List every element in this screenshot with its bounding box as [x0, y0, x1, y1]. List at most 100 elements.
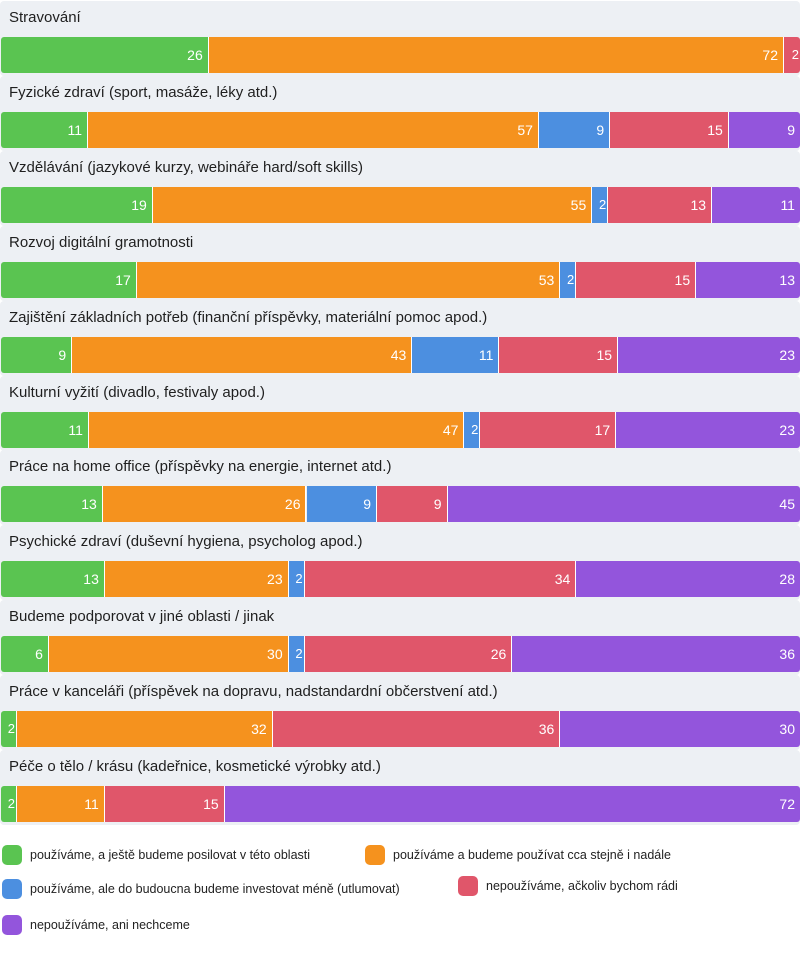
bar-segment: 13 — [1, 486, 103, 523]
legend-item: používáme, ale do budoucna budeme invest… — [2, 878, 400, 900]
stacked-bar: 13 23 2 34 28 — [1, 561, 800, 598]
stacked-bar: 2 11 15 72 — [1, 786, 800, 822]
data-label: 15 — [674, 271, 691, 288]
category-label: Zajištění základních potřeb (finanční př… — [9, 308, 488, 326]
data-label: 45 — [779, 496, 795, 513]
stacked-bar: 2 32 36 30 — [1, 711, 800, 748]
bar-segment: 32 — [16, 711, 273, 748]
category-label: Budeme podporovat v jiné oblasti / jinak — [9, 608, 275, 626]
bar-segment: 11 — [712, 186, 800, 223]
data-label: 15 — [596, 346, 613, 363]
bar-segment: 26 — [304, 636, 513, 673]
stacked-bar: 13 26 9 9 45 — [1, 486, 800, 523]
bar-segment: 9 — [1, 336, 73, 373]
category-label: Rozvoj digitální gramotnosti — [9, 233, 194, 251]
bar-segment: 57 — [88, 111, 539, 148]
data-label: 47 — [442, 421, 459, 438]
stacked-bar: 11 47 2 17 23 — [1, 411, 800, 448]
data-label: 23 — [267, 571, 283, 588]
legend-swatch — [365, 845, 385, 865]
data-label: 36 — [538, 721, 555, 738]
legend-swatch — [458, 876, 478, 896]
bar-segment: 2 — [1, 786, 17, 822]
bar-segment: 36 — [512, 636, 800, 673]
legend-label: používáme, a ještě budeme posilovat v té… — [30, 848, 311, 862]
bar-segment: 15 — [104, 786, 225, 822]
data-label: 2 — [7, 721, 15, 737]
bar-segment: 17 — [1, 261, 137, 298]
stacked-bar: 26 72 2 — [1, 37, 800, 73]
data-label: 11 — [84, 796, 99, 812]
data-label: 15 — [707, 121, 723, 138]
bar-segment: 30 — [48, 636, 289, 673]
data-label: 9 — [58, 346, 67, 363]
bar-segment: 13 — [1, 561, 105, 598]
bar-segment: 11 — [1, 111, 89, 148]
bar-segment: 30 — [560, 711, 800, 748]
data-label: 2 — [295, 646, 303, 662]
data-label: 55 — [570, 196, 587, 213]
data-label: 28 — [779, 571, 795, 588]
data-label: 11 — [67, 121, 83, 138]
data-label: 23 — [779, 421, 795, 438]
stacked-bar: 17 53 2 15 13 — [1, 261, 800, 298]
stacked-bar: 9 43 11 15 23 — [1, 336, 800, 373]
data-label: 72 — [762, 47, 778, 63]
stacked-bar: 19 55 2 13 11 — [1, 186, 800, 223]
data-label: 9 — [787, 121, 795, 138]
legend-swatch — [2, 879, 22, 899]
category-label: Fyzické zdraví (sport, masáže, léky atd.… — [9, 83, 278, 101]
bar-segment: 26 — [102, 486, 307, 523]
bar-segment: 2 — [288, 561, 305, 598]
data-label: 2 — [7, 796, 15, 811]
bar-segment: 13 — [608, 186, 713, 223]
data-label: 72 — [779, 796, 795, 812]
legend-item: používáme, a ještě budeme posilovat v té… — [2, 844, 310, 866]
bar-segment: 6 — [1, 636, 49, 673]
category-label: Péče o tělo / krásu (kadeřnice, kosmetic… — [9, 758, 381, 775]
data-label: 15 — [203, 796, 219, 812]
data-label: 23 — [779, 346, 795, 363]
data-label: 30 — [267, 646, 283, 663]
bar-segment: 36 — [272, 711, 561, 748]
bar-segment: 2 — [560, 261, 577, 298]
data-label: 30 — [779, 721, 795, 738]
data-label: 53 — [538, 271, 555, 288]
bar-segment: 17 — [480, 411, 617, 448]
bar-segment: 11 — [412, 336, 500, 373]
data-label: 17 — [594, 421, 611, 438]
legend-label: používáme, ale do budoucna budeme invest… — [30, 882, 400, 896]
bar-segment: 23 — [104, 561, 289, 598]
data-label: 36 — [779, 646, 795, 663]
stacked-bar: 11 57 9 15 9 — [1, 111, 800, 148]
bar-segment: 28 — [576, 561, 800, 598]
bar-segment: 19 — [1, 186, 153, 223]
stacked-bar: 6 30 2 26 36 — [1, 636, 800, 673]
bar-segment: 53 — [136, 261, 561, 298]
bar-segment: 47 — [88, 411, 465, 448]
bar-segment: 15 — [576, 261, 697, 298]
bar-segment: 34 — [304, 561, 577, 598]
bar-segment: 9 — [306, 486, 377, 523]
data-label: 13 — [83, 571, 99, 588]
data-label: 2 — [598, 196, 607, 212]
bar-segment: 9 — [377, 486, 448, 523]
data-label: 9 — [363, 496, 371, 513]
data-label: 13 — [690, 196, 707, 213]
bar-segment: 2 — [1, 711, 17, 748]
bar-segment: 2 — [592, 186, 609, 223]
bar-segment: 45 — [447, 486, 800, 523]
data-label: 26 — [284, 496, 301, 513]
data-label: 2 — [471, 421, 479, 437]
bar-segment: 15 — [610, 111, 729, 148]
bar-segment: 13 — [696, 261, 800, 298]
legend-label: používáme a budeme používat cca stejně i… — [393, 848, 671, 862]
data-label: 34 — [554, 571, 571, 588]
bar-segment: 23 — [618, 336, 800, 373]
bar-segment: 72 — [224, 786, 800, 822]
data-label: 17 — [115, 271, 131, 288]
data-label: 2 — [791, 47, 799, 62]
category-label: Vzdělávání (jazykové kurzy, webináře har… — [9, 158, 364, 176]
bar-segment: 2 — [464, 411, 481, 448]
data-label: 2 — [567, 271, 575, 287]
